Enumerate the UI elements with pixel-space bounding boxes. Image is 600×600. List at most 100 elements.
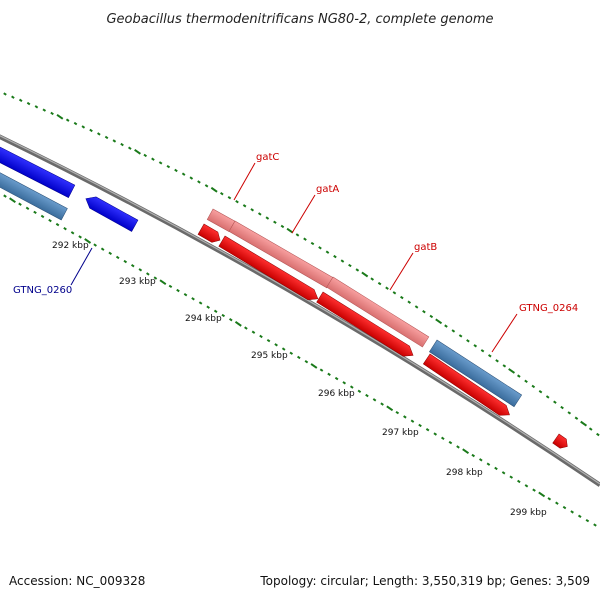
minor-tick: [259, 334, 263, 339]
minor-tick: [130, 264, 135, 268]
minor-tick: [429, 314, 434, 319]
minor-tick: [221, 313, 226, 318]
minor-tick: [81, 125, 86, 129]
minor-tick: [33, 210, 37, 215]
minor-tick: [372, 398, 377, 402]
minor-tick: [244, 326, 248, 330]
scale-labels: 292 kbp 293 kbp 294 kbp 295 kbp 296 kbp …: [52, 241, 547, 518]
scale-label: 293 kbp: [119, 277, 156, 287]
gene-feature-red-small[interactable]: [197, 223, 223, 245]
leader-gtng-0260: [70, 247, 93, 286]
gene-label-gatb[interactable]: gatB: [414, 242, 437, 253]
minor-tick: [407, 300, 412, 304]
minor-tick: [585, 518, 590, 523]
minor-tick: [588, 427, 593, 431]
minor-tick: [501, 471, 506, 475]
minor-tick: [524, 484, 529, 488]
minor-tick: [355, 268, 360, 272]
minor-tick: [26, 101, 31, 106]
minor-tick: [567, 411, 572, 415]
minor-tick: [220, 192, 224, 196]
major-tick: [234, 321, 242, 327]
leader-gtng-0264: [491, 313, 518, 353]
minor-tick: [319, 368, 324, 372]
minor-tick: [257, 212, 262, 216]
minor-tick: [18, 202, 22, 206]
minor-tick: [553, 400, 557, 404]
minor-tick: [486, 462, 491, 466]
minor-tick: [174, 168, 178, 173]
minor-tick: [168, 284, 173, 289]
minor-tick: [593, 523, 597, 527]
minor-tick: [560, 405, 564, 410]
minor-tick: [166, 164, 171, 169]
highlighted-genes: [206, 208, 430, 348]
major-tick: [580, 420, 588, 427]
minor-tick: [392, 291, 397, 295]
gene-feature-left-blue-lower[interactable]: [0, 169, 68, 221]
minor-tick: [78, 235, 82, 239]
minor-tick: [65, 118, 70, 122]
minor-tick: [40, 214, 45, 219]
major-tick: [361, 271, 369, 278]
leader-gatc: [233, 162, 256, 201]
gene-label-gtng-0260[interactable]: GTNG_0260: [13, 285, 72, 296]
minor-tick: [418, 423, 422, 428]
gene-feature-gata[interactable]: [228, 220, 334, 289]
minor-tick: [3, 194, 7, 198]
gene-feature-gatb[interactable]: [326, 276, 430, 348]
scale-label: 298 kbp: [446, 468, 483, 478]
leader-gata: [291, 194, 316, 234]
major-tick: [159, 279, 167, 286]
minor-tick: [198, 301, 203, 305]
minor-tick: [42, 108, 47, 112]
minor-tick: [3, 92, 7, 96]
minor-tick: [115, 255, 120, 260]
minor-tick: [251, 330, 256, 334]
gene-feature-red-gata-rev[interactable]: [218, 235, 321, 304]
major-tick: [435, 318, 443, 325]
gene-feature-left-blue-upper[interactable]: [0, 146, 76, 198]
inner-tick-row: [3, 194, 597, 527]
minor-tick: [395, 410, 400, 415]
gene-feature-gtng-0264[interactable]: [429, 339, 523, 408]
minor-tick: [357, 389, 362, 394]
minor-tick: [93, 243, 97, 247]
minor-tick: [143, 153, 148, 158]
gene-label-gatc[interactable]: gatC: [256, 152, 279, 163]
minor-tick: [213, 309, 218, 314]
gene-feature-red-gatb-rev[interactable]: [316, 291, 417, 360]
scale-label: 292 kbp: [52, 241, 89, 251]
gene-feature-red-gtng-rev[interactable]: [422, 353, 513, 420]
minor-tick: [555, 501, 559, 505]
minor-tick: [532, 488, 536, 492]
gene-label-gata[interactable]: gatA: [316, 184, 339, 195]
minor-tick: [562, 505, 567, 510]
map-title: Geobacillus thermodenitrificans NG80-2, …: [106, 12, 493, 27]
minor-tick: [227, 196, 232, 200]
minor-tick: [112, 139, 117, 143]
minor-tick: [191, 297, 195, 301]
minor-tick: [517, 479, 521, 484]
minor-tick: [310, 241, 315, 246]
minor-tick: [458, 334, 463, 338]
minor-tick: [403, 415, 407, 419]
minor-tick: [596, 432, 600, 437]
minor-tick: [425, 428, 430, 432]
minor-tick: [422, 310, 426, 314]
minor-tick: [377, 281, 382, 286]
scale-label: 294 kbp: [185, 314, 222, 324]
minor-tick: [441, 436, 445, 440]
major-tick: [538, 491, 546, 498]
minor-tick: [250, 208, 255, 212]
gene-feature-gtng-0260[interactable]: [83, 193, 139, 232]
minor-tick: [333, 254, 337, 259]
major-tick: [210, 186, 218, 193]
gene-label-gtng-0264[interactable]: GTNG_0264: [519, 303, 578, 314]
minor-tick: [349, 385, 354, 389]
gene-feature-red-edge[interactable]: [552, 433, 571, 451]
minor-tick: [18, 98, 23, 103]
minor-tick: [120, 142, 124, 147]
major-tick: [84, 238, 92, 244]
minor-tick: [153, 276, 158, 280]
